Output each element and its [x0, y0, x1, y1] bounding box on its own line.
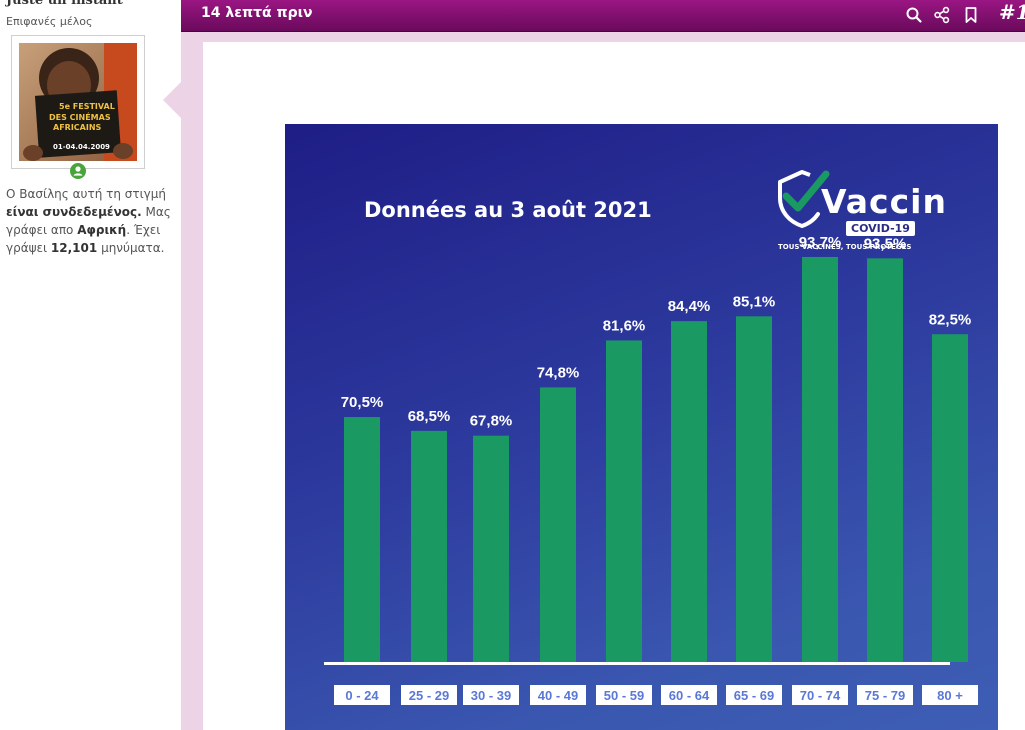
bar-value-label-5: 84,4% — [668, 298, 711, 315]
bar-4 — [606, 340, 642, 662]
vaccination-infographic: Données au 3 août 2021 Vaccin COVID-19 T… — [285, 124, 998, 730]
bar-9 — [932, 334, 968, 662]
bar-value-label-8: 93,5% — [864, 235, 907, 252]
user-status-text: Ο Βασίλης αυτή τη στιγμή είναι συνδεδεμέ… — [6, 185, 176, 257]
bar-8 — [867, 258, 903, 662]
bar-3 — [540, 387, 576, 662]
category-box-7 — [792, 685, 848, 705]
category-box-0 — [334, 685, 390, 705]
status-online: είναι συνδεδεμένος. — [6, 205, 142, 219]
status-posts-lead: . Έχει γράψει — [6, 223, 161, 255]
bar-value-label-3: 74,8% — [537, 364, 580, 381]
bar-value-label-1: 68,5% — [408, 408, 451, 425]
avatar-dates: 01-04.04.2009 — [53, 143, 110, 151]
category-box-5 — [661, 685, 717, 705]
status-location-lead: Μας γράφει απο — [6, 205, 171, 237]
bar-7 — [802, 256, 838, 662]
user-panel: Juste un instant Επιφανές μέλος 5e FESTI… — [0, 0, 181, 730]
category-box-6 — [726, 685, 782, 705]
bar-value-label-0: 70,5% — [341, 394, 384, 411]
online-status-icon — [70, 163, 86, 179]
user-rank: Επιφανές μέλος — [6, 15, 93, 28]
category-label-3: 40 - 49 — [538, 688, 578, 703]
bar-6 — [736, 316, 772, 662]
username[interactable]: Juste un instant — [6, 0, 123, 8]
category-label-4: 50 - 59 — [604, 688, 644, 703]
status-posts-suffix: μηνύματα. — [101, 241, 165, 255]
bar-chart: 70,5% 0 - 24 68,5% 25 - 29 67,8% 30 - 39 74,8%… — [324, 234, 978, 705]
avatar-image: 5e FESTIVAL DES CINÉMAS AFRICAINS 01-04.… — [19, 43, 137, 161]
category-box-1 — [401, 685, 457, 705]
avatar-line-2: DES CINÉMAS — [49, 111, 111, 122]
bar-value-label-9: 82,5% — [929, 311, 972, 328]
bar-2 — [473, 435, 509, 662]
post-header: 14 λεπτά πριν #1 — [181, 0, 1025, 32]
category-label-9: 80 + — [937, 688, 963, 703]
category-label-6: 65 - 69 — [734, 688, 774, 703]
category-label-5: 60 - 64 — [669, 688, 710, 703]
bar-value-label-2: 67,8% — [470, 413, 513, 430]
category-label-2: 30 - 39 — [471, 688, 511, 703]
post-pointer — [163, 82, 181, 118]
category-box-2 — [463, 685, 519, 705]
category-label-0: 0 - 24 — [345, 688, 379, 703]
category-box-9 — [922, 685, 978, 705]
category-box-4 — [596, 685, 652, 705]
bar-0 — [344, 417, 380, 662]
bar-5 — [671, 321, 707, 662]
avatar-line-1: 5e FESTIVAL — [59, 102, 115, 111]
logo-tagline: TOUS VACCINÉS, TOUS PROTÉGÉS — [778, 243, 912, 251]
bar-value-label-6: 85,1% — [733, 293, 776, 310]
user-location: Αφρική — [77, 223, 127, 237]
bookmark-icon[interactable] — [961, 5, 981, 25]
bar-value-label-4: 81,6% — [603, 317, 646, 334]
chart-baseline — [324, 662, 950, 665]
search-icon[interactable] — [904, 5, 924, 25]
category-box-3 — [530, 685, 586, 705]
user-post-count: 12,101 — [50, 241, 98, 255]
avatar[interactable]: 5e FESTIVAL DES CINÉMAS AFRICAINS 01-04.… — [11, 35, 145, 169]
post-number[interactable]: #1 — [999, 0, 1025, 24]
share-icon[interactable] — [932, 5, 952, 25]
chart-title: Données au 3 août 2021 — [364, 198, 652, 222]
shield-check-icon — [778, 170, 830, 229]
category-label-1: 25 - 29 — [409, 688, 449, 703]
category-label-7: 70 - 74 — [800, 688, 841, 703]
category-label-8: 75 - 79 — [865, 688, 905, 703]
bar-1 — [411, 430, 447, 662]
avatar-line-3: AFRICAINS — [53, 123, 102, 132]
category-box-8 — [857, 685, 913, 705]
post-time[interactable]: 14 λεπτά πριν — [201, 5, 313, 21]
logo-badge: COVID-19 — [846, 221, 915, 236]
status-lead: Ο Βασίλης αυτή τη στιγμή — [6, 187, 167, 201]
bar-value-label-7: 93,7% — [799, 234, 842, 251]
logo-word: Vaccin — [821, 182, 947, 221]
